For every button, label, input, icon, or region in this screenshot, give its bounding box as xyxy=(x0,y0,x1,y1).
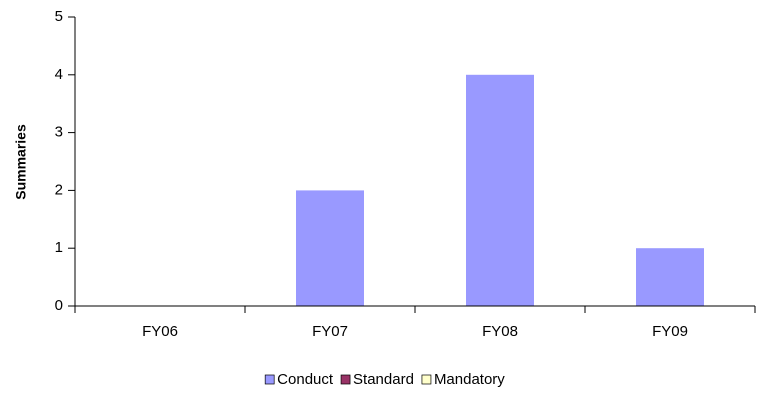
x-tick-label: FY08 xyxy=(482,323,518,340)
y-tick-label: 2 xyxy=(55,181,63,198)
legend-swatch xyxy=(421,374,432,385)
bar xyxy=(466,74,534,306)
legend-label: Mandatory xyxy=(434,371,505,388)
y-tick-label: 3 xyxy=(55,124,63,141)
y-axis-label: Summaries xyxy=(13,124,29,200)
legend-swatch xyxy=(264,374,275,385)
y-tick-label: 1 xyxy=(55,239,63,256)
legend-label: Standard xyxy=(353,371,414,388)
x-tick-label: FY06 xyxy=(142,323,178,340)
x-tick-label: FY07 xyxy=(312,323,348,340)
bar xyxy=(296,190,364,306)
legend-swatch xyxy=(340,374,351,385)
y-tick-label: 4 xyxy=(55,66,63,83)
bar xyxy=(636,248,704,306)
x-tick-label: FY09 xyxy=(652,323,688,340)
y-tick-label: 0 xyxy=(55,297,63,314)
y-tick-label: 5 xyxy=(55,8,63,25)
legend-label: Conduct xyxy=(277,371,334,388)
